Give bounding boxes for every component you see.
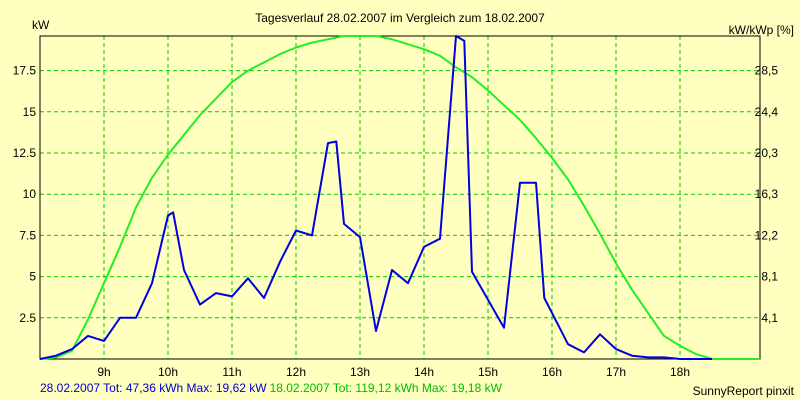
y-tick-label-12.5: 12.5 — [13, 146, 37, 160]
x-tick-label-17h: 17h — [606, 365, 626, 379]
y-tick-label-2.5: 2.5 — [19, 311, 36, 325]
y2-tick-label-16,3: 16,3 — [755, 187, 779, 201]
y2-tick-label-24,4: 24,4 — [755, 105, 779, 119]
footer-credit: SunnyReport pinxit — [693, 384, 795, 398]
y2-axis-label: kW/kWp [%] — [729, 23, 794, 37]
y-tick-label-15: 15 — [23, 105, 37, 119]
y-tick-label-5: 5 — [29, 270, 36, 284]
plot-area — [40, 36, 760, 359]
y-tick-label-7.5: 7.5 — [19, 228, 36, 242]
x-tick-label-12h: 12h — [286, 365, 306, 379]
x-tick-label-18h: 18h — [670, 365, 690, 379]
y-axis-label: kW — [32, 18, 50, 32]
x-tick-label-13h: 13h — [350, 365, 370, 379]
series-line-18.02.2007 — [39, 35, 760, 360]
x-tick-label-11h: 11h — [222, 365, 241, 379]
series-line-28.02.2007 — [39, 35, 712, 360]
y-tick-label-10: 10 — [23, 187, 37, 201]
y2-tick-label-20,3: 20,3 — [755, 146, 779, 160]
y2-tick-label-4,1: 4,1 — [761, 311, 778, 325]
x-tick-label-16h: 16h — [542, 365, 562, 379]
x-tick-label-14h: 14h — [414, 365, 434, 379]
x-tick-label-15h: 15h — [478, 365, 498, 379]
y2-tick-label-12,2: 12,2 — [755, 228, 779, 242]
x-tick-label-10h: 10h — [158, 365, 178, 379]
chart-title: Tagesverlauf 28.02.2007 im Vergleich zum… — [255, 11, 545, 25]
y2-tick-label-28,5: 28,5 — [755, 64, 779, 78]
footer-series-b: 18.02.2007 Tot: 119,12 kWh Max: 19,18 kW — [270, 381, 503, 395]
x-tick-label-9h: 9h — [97, 365, 110, 379]
footer-series-a: 28.02.2007 Tot: 47,36 kWh Max: 19,62 kW — [40, 381, 267, 395]
y2-tick-label-8,1: 8,1 — [761, 270, 778, 284]
y-tick-label-17.5: 17.5 — [13, 64, 37, 78]
plot-frame — [39, 35, 761, 360]
